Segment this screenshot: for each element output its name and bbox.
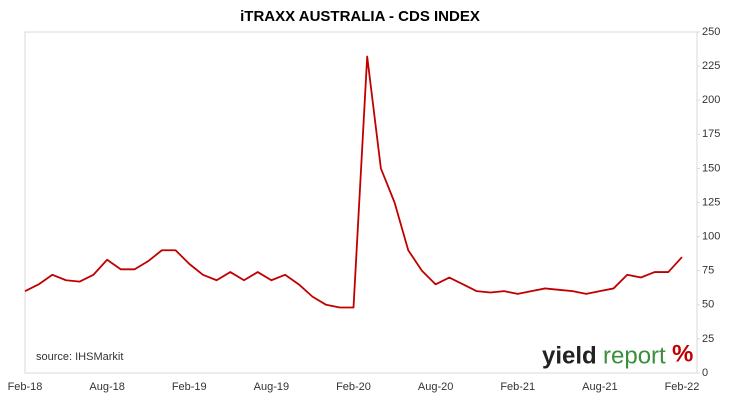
y-tick-label: 25 [702,333,714,345]
x-tick-label: Feb-22 [665,381,700,393]
y-tick-label: 175 [702,128,720,140]
plot-frame [24,31,698,374]
x-tick-label: Aug-19 [254,381,289,393]
logo-symbol: % [672,340,693,367]
x-tick-label: Feb-18 [8,381,43,393]
x-tick-label: Feb-19 [172,381,207,393]
y-tick-label: 0 [702,367,708,379]
y-tick-label: 225 [702,60,720,72]
y-tick-label: 75 [702,265,714,277]
y-tick-label: 200 [702,94,720,106]
logo-report: report [603,342,666,369]
y-tick-label: 125 [702,196,720,208]
x-tick-label: Aug-20 [418,381,453,393]
x-tick-label: Feb-20 [336,381,371,393]
y-tick-label: 100 [702,231,720,243]
x-tick-label: Aug-21 [582,381,617,393]
y-tick-label: 150 [702,162,720,174]
chart-title: iTRAXX AUSTRALIA - CDS INDEX [240,8,480,25]
x-tick-label: Aug-18 [89,381,124,393]
source-note: source: IHSMarkit [36,351,123,363]
logo-yield: yield [542,342,597,369]
line-series [24,55,683,309]
y-tick-label: 250 [702,26,720,38]
y-tick-label: 50 [702,299,714,311]
x-tick-label: Feb-21 [500,381,535,393]
